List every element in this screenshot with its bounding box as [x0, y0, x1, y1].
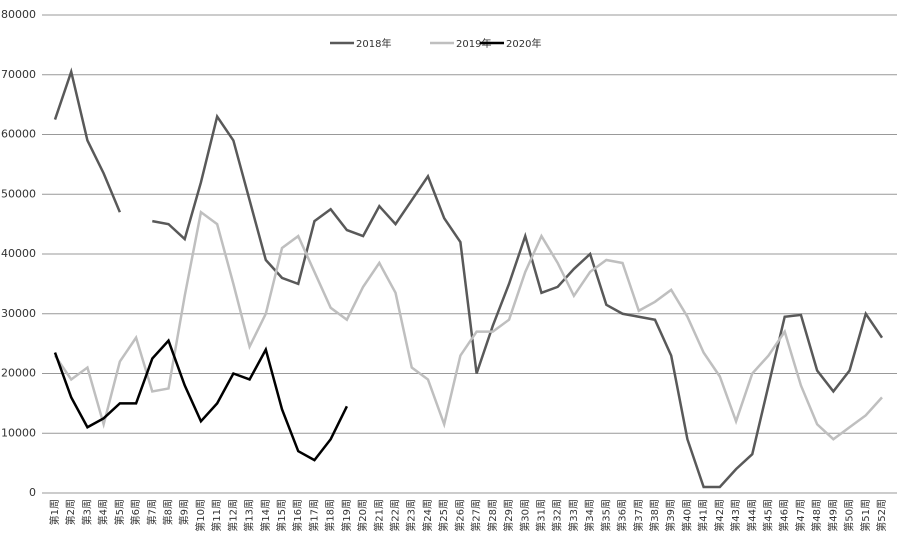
x-tick-label: 第9周: [178, 499, 191, 525]
x-tick-label: 第33周: [567, 499, 580, 532]
x-tick-label: 第23周: [405, 499, 418, 532]
legend-label: 2019年: [456, 37, 491, 50]
x-tick-label: 第46周: [778, 499, 791, 532]
x-tick-label: 第44周: [745, 499, 758, 532]
x-tick-label: 第10周: [194, 499, 207, 532]
x-tick-label: 第37周: [632, 499, 645, 532]
y-tick-label: 80000: [1, 8, 36, 21]
x-tick-label: 第47周: [794, 499, 807, 532]
x-tick-label: 第11周: [210, 499, 223, 532]
y-tick-label: 30000: [1, 307, 36, 320]
x-tick-label: 第49周: [826, 499, 839, 532]
x-tick-label: 第14周: [259, 499, 272, 532]
x-tick-label: 第38周: [648, 499, 661, 532]
y-tick-label: 0: [29, 486, 36, 499]
x-tick-label: 第29周: [502, 499, 515, 532]
x-tick-label: 第31周: [534, 499, 547, 532]
x-tick-label: 第51周: [859, 499, 872, 532]
x-tick-label: 第36周: [616, 499, 629, 532]
y-tick-label: 70000: [1, 68, 36, 81]
legend-label: 2018年: [356, 37, 391, 50]
x-tick-label: 第22周: [389, 499, 402, 532]
x-tick-label: 第28周: [486, 499, 499, 532]
x-tick-label: 第20周: [356, 499, 369, 532]
x-tick-label: 第42周: [713, 499, 726, 532]
x-tick-label: 第8周: [162, 499, 175, 525]
x-tick-label: 第1周: [48, 499, 61, 525]
x-tick-label: 第41周: [697, 499, 710, 532]
x-tick-label: 第12周: [226, 499, 239, 532]
y-tick-label: 60000: [1, 128, 36, 141]
x-tick-label: 第32周: [551, 499, 564, 532]
x-tick-label: 第50周: [843, 499, 856, 532]
x-tick-label: 第17周: [307, 499, 320, 532]
y-tick-label: 50000: [1, 187, 36, 200]
x-tick-label: 第43周: [729, 499, 742, 532]
series-line: [53, 209, 883, 441]
x-tick-label: 第27周: [470, 499, 483, 532]
x-tick-label: 第18周: [324, 499, 337, 532]
series-line: [53, 338, 349, 462]
x-tick-label: 第19周: [340, 499, 353, 532]
x-tick-label: 第30周: [518, 499, 531, 532]
x-tick-label: 第16周: [291, 499, 304, 532]
legend-label: 2020年: [506, 37, 541, 50]
x-tick-label: 第6周: [129, 499, 142, 525]
x-tick-label: 第15周: [275, 499, 288, 532]
x-tick-label: 第7周: [145, 499, 158, 525]
x-tick-label: 第25周: [437, 499, 450, 532]
y-tick-label: 20000: [1, 367, 36, 380]
x-tick-label: 第52周: [875, 499, 888, 532]
x-tick-label: 第3周: [80, 499, 93, 525]
x-tick-label: 第26周: [453, 499, 466, 532]
y-tick-label: 40000: [1, 247, 36, 260]
y-tick-label: 10000: [1, 426, 36, 439]
x-tick-label: 第21周: [372, 499, 385, 532]
x-tick-label: 第34周: [583, 499, 596, 532]
x-tick-label: 第24周: [421, 499, 434, 532]
x-tick-label: 第45周: [761, 499, 774, 532]
x-tick-label: 第4周: [97, 499, 110, 525]
x-tick-label: 第2周: [64, 499, 77, 525]
x-tick-label: 第48周: [810, 499, 823, 532]
x-tick-label: 第5周: [113, 499, 126, 525]
x-tick-label: 第35周: [599, 499, 612, 532]
x-tick-label: 第13周: [243, 499, 256, 532]
series-line: [53, 67, 884, 489]
x-tick-label: 第39周: [664, 499, 677, 532]
x-tick-label: 第40周: [680, 499, 693, 532]
